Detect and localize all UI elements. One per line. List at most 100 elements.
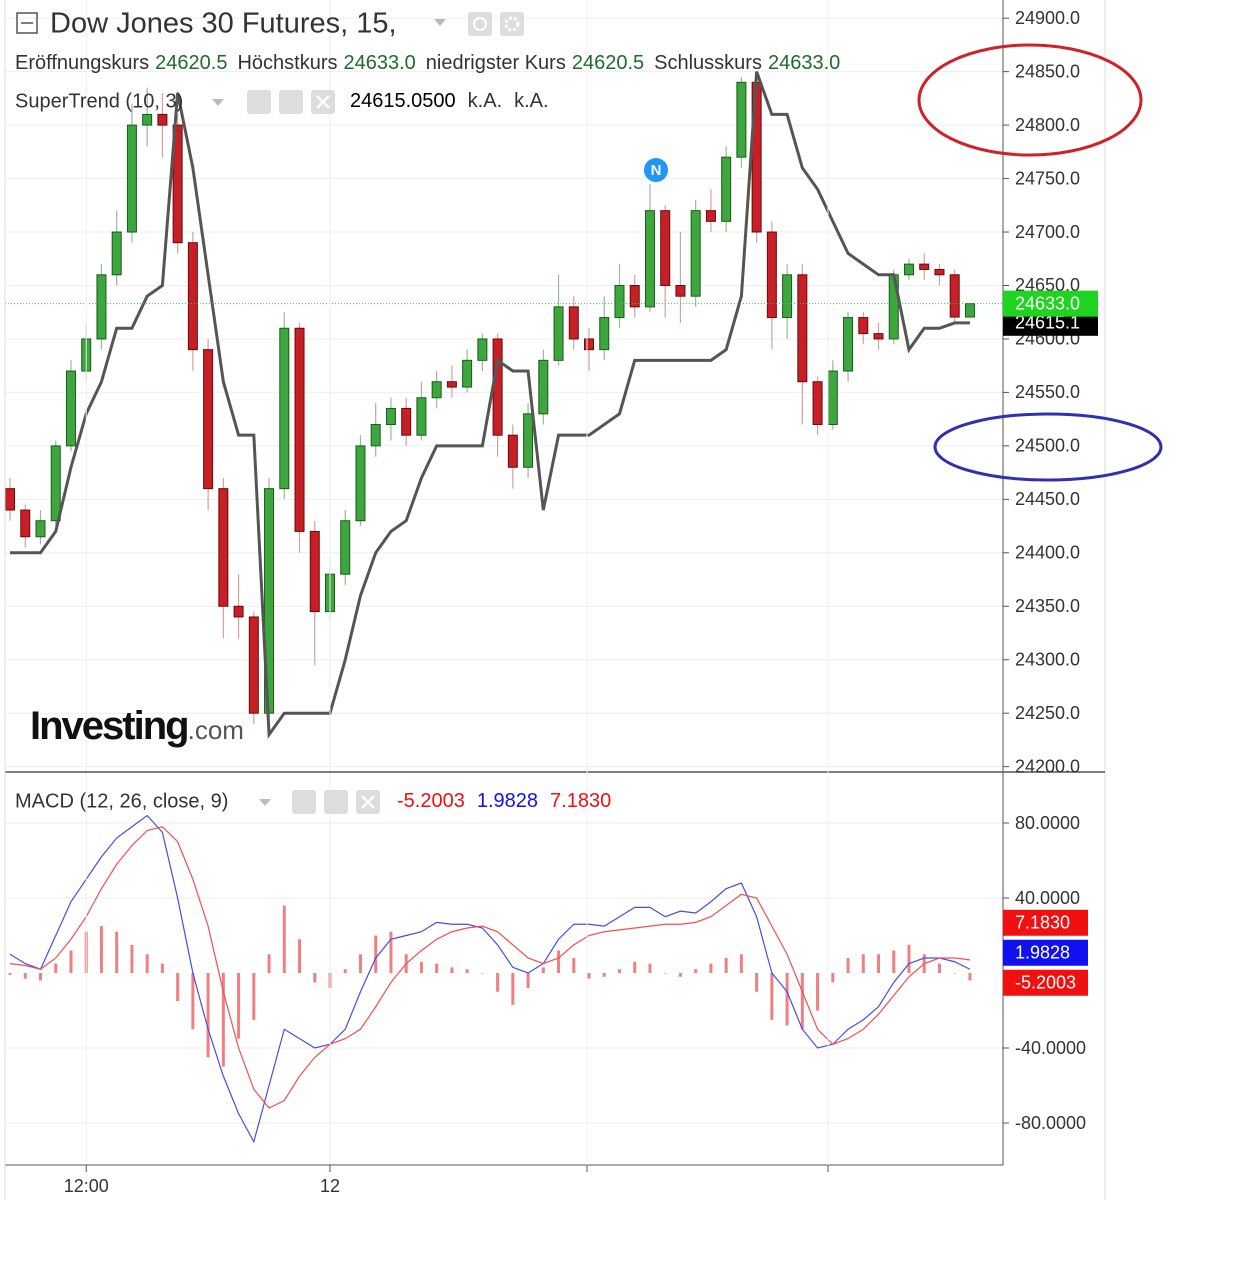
- candle-body: [538, 359, 549, 415]
- candle-body: [5, 488, 16, 511]
- histogram-bar: [526, 973, 530, 988]
- histogram-bar: [206, 973, 210, 1058]
- y-tick-label: 24350.0: [1015, 596, 1080, 616]
- value-tag-label: -5.2003: [1015, 973, 1076, 993]
- candle-body: [919, 263, 930, 270]
- candle-body: [233, 605, 244, 618]
- settings-icon[interactable]: [324, 790, 348, 814]
- histogram-bar: [755, 973, 759, 992]
- candle-body: [873, 333, 884, 340]
- candle-body: [294, 327, 305, 532]
- minimize-icon[interactable]: [16, 12, 38, 34]
- histogram-bar: [557, 950, 561, 973]
- settings-icon[interactable]: [279, 90, 303, 114]
- value-tag: [1003, 909, 1088, 936]
- histogram-bar: [267, 954, 271, 973]
- histogram-bar: [480, 973, 484, 974]
- candle-body: [370, 423, 381, 447]
- y-tick-label: 24900.0: [1015, 8, 1080, 28]
- histogram-bar: [694, 969, 698, 973]
- ohlc-value: 24620.5: [155, 52, 227, 74]
- dropdown-arrow[interactable]: [259, 799, 271, 806]
- overlay: Dow Jones 30 Futures, 15, Eröffnungskurs…: [15, 8, 1163, 1196]
- candle-body: [782, 274, 793, 319]
- candle-body: [462, 359, 473, 388]
- candle-body: [797, 274, 808, 383]
- eye-icon[interactable]: [468, 12, 492, 36]
- histogram-bar: [465, 969, 469, 973]
- candle-body: [172, 124, 183, 244]
- supertrend-values: 24615.0500 k.A. k.A.: [350, 90, 549, 112]
- histogram-bar: [892, 950, 896, 973]
- candle-body: [675, 284, 686, 297]
- dropdown-arrow[interactable]: [212, 99, 224, 106]
- eye-icon[interactable]: [247, 90, 271, 114]
- logo-suffix: .com: [188, 715, 244, 745]
- candle-body: [584, 338, 595, 351]
- histogram-bar: [298, 939, 302, 973]
- candle-body: [858, 317, 869, 335]
- histogram-bar: [968, 973, 972, 981]
- y-tick-label: 24850.0: [1015, 61, 1080, 81]
- candle-body: [187, 242, 198, 351]
- chart-title: Dow Jones 30 Futures, 15,: [50, 8, 397, 40]
- histogram-bar: [8, 973, 12, 975]
- histogram-bar: [282, 905, 286, 973]
- settings-icon[interactable]: [500, 12, 524, 36]
- candle-body: [614, 284, 625, 319]
- y-tick-label: 80.0000: [1015, 813, 1080, 833]
- macd-value: 7.1830: [550, 790, 611, 812]
- histogram-bar: [419, 961, 423, 973]
- histogram-bar: [633, 961, 637, 973]
- candle-body: [507, 434, 518, 468]
- x-tick-label: 12:00: [64, 1176, 109, 1196]
- histogram-bar: [816, 973, 820, 1011]
- supertrend-line: [10, 71, 970, 739]
- histogram-bar: [937, 963, 941, 973]
- histogram-bar: [617, 969, 621, 973]
- histogram-bar: [663, 973, 667, 974]
- ohlc-value: 24633.0: [343, 52, 415, 74]
- candle-body: [142, 113, 153, 126]
- ohlc-legend: Eröffnungskurs 24620.5 Höchstkurs 24633.0 ni…: [15, 52, 840, 74]
- candle-body: [416, 397, 427, 436]
- ohlc-label: Höchstkurs: [237, 52, 337, 74]
- candle-body: [843, 317, 854, 372]
- histogram-bar: [907, 944, 911, 973]
- y-tick-label: 24550.0: [1015, 382, 1080, 402]
- ohlc-label: Eröffnungskurs: [15, 52, 149, 74]
- dropdown-arrow[interactable]: [434, 19, 446, 26]
- histogram-bar: [191, 973, 195, 1030]
- candle-body: [218, 488, 229, 607]
- price-tag-label: 24633.0: [1015, 293, 1080, 313]
- ohlc-label: niedrigster Kurs: [426, 52, 566, 74]
- candle-body: [644, 210, 655, 308]
- candle-body: [340, 520, 351, 575]
- candle-body: [477, 338, 488, 361]
- y-tick-label: 24400.0: [1015, 543, 1080, 563]
- histogram-bar: [953, 973, 957, 974]
- candle-body: [812, 381, 823, 425]
- value-tag-label: 1.9828: [1015, 943, 1070, 963]
- event-badge[interactable]: [642, 156, 670, 184]
- histogram-bar: [770, 973, 774, 1020]
- macd-value: 1.9828: [477, 790, 538, 812]
- ohlc-value: 24620.5: [572, 52, 644, 74]
- candle-body: [827, 370, 838, 425]
- candle-body: [126, 124, 137, 233]
- candle-body: [20, 509, 31, 538]
- candle-body: [705, 210, 716, 222]
- histogram-bar: [648, 963, 652, 973]
- histogram-bar: [160, 963, 164, 973]
- histogram-bar: [450, 967, 454, 973]
- histogram-bar: [130, 944, 134, 973]
- candle-body: [203, 349, 214, 490]
- candle-body: [736, 81, 747, 158]
- logo-main: Investing: [30, 704, 188, 748]
- candle-body: [309, 530, 320, 613]
- histogram-bar: [145, 954, 149, 973]
- value-tag: [1003, 969, 1088, 996]
- histogram-bar: [343, 969, 347, 973]
- eye-icon[interactable]: [292, 790, 316, 814]
- y-tick-label: -40.0000: [1015, 1038, 1086, 1058]
